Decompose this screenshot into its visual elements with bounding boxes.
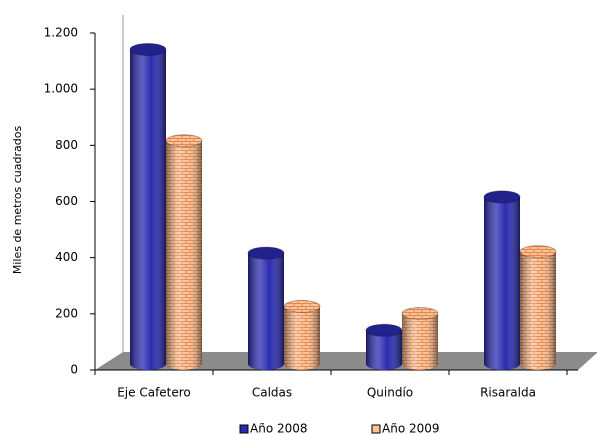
bar-shade: [484, 196, 520, 370]
bar-shade: [366, 330, 402, 370]
bar-top: [165, 134, 203, 148]
y-tick-label: 600: [55, 194, 78, 208]
bar-top-shade: [248, 247, 284, 260]
y-axis-label: Miles de metros cuadrados: [11, 126, 24, 275]
x-tick-label: Risaralda: [480, 386, 536, 400]
bar-shade: [248, 253, 284, 370]
bar-top-shade: [366, 324, 402, 337]
legend-label: Año 2008: [250, 422, 308, 435]
bar-shade: [402, 313, 438, 370]
y-tick-label: 200: [55, 306, 78, 320]
bar: [247, 246, 285, 370]
bar-top: [401, 306, 439, 320]
bar-top: [247, 246, 285, 260]
bar: [129, 42, 167, 370]
bar: [401, 306, 439, 370]
wall: [95, 15, 123, 370]
bar: [165, 134, 203, 370]
y-tick-label: 0: [70, 363, 78, 377]
y-tick-label: 400: [55, 250, 78, 264]
x-tick-label: Quindío: [367, 386, 413, 400]
x-tick-label: Eje Cafetero: [117, 386, 191, 400]
bar: [283, 299, 321, 370]
x-tick-label: Caldas: [252, 386, 292, 400]
floor: [95, 352, 597, 370]
bar-top-shade: [484, 190, 520, 203]
bar-top: [129, 42, 167, 56]
bar-top: [483, 190, 521, 204]
bar: [519, 245, 557, 370]
bar-shade: [130, 49, 166, 370]
y-tick-label: 1.000: [44, 82, 78, 96]
bar: [365, 323, 403, 370]
legend-label: Año 2009: [382, 422, 440, 435]
y-tick-label: 800: [55, 138, 78, 152]
legend-swatch: [239, 424, 249, 434]
legend-swatch: [371, 424, 381, 434]
bar-shade: [166, 140, 202, 370]
bar-top-shade: [130, 43, 166, 56]
bar: [483, 190, 521, 370]
bar-shade: [520, 251, 556, 370]
bar-shade: [284, 306, 320, 370]
bar-top: [519, 245, 557, 259]
y-tick-label: 1.200: [44, 26, 78, 40]
bar-top: [283, 299, 321, 313]
